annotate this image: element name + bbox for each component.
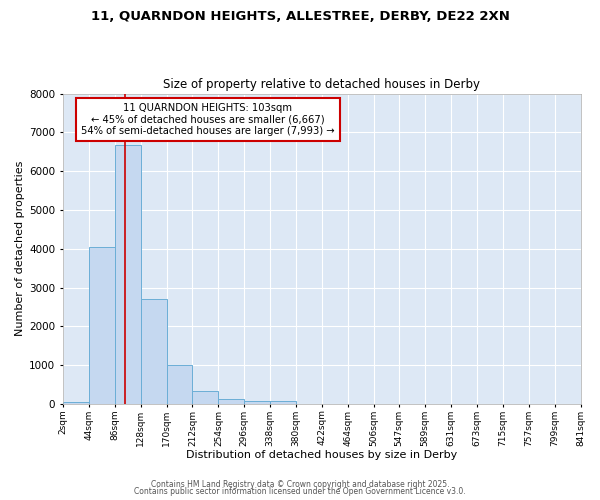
Bar <box>167 365 193 404</box>
Y-axis label: Number of detached properties: Number of detached properties <box>15 161 25 336</box>
X-axis label: Distribution of detached houses by size in Derby: Distribution of detached houses by size … <box>186 450 457 460</box>
Bar <box>270 401 296 404</box>
Text: Contains public sector information licensed under the Open Government Licence v3: Contains public sector information licen… <box>134 488 466 496</box>
Bar <box>63 402 89 404</box>
Bar <box>218 399 244 404</box>
Bar <box>193 392 218 404</box>
Bar <box>140 299 167 404</box>
Bar <box>115 146 140 404</box>
Text: Contains HM Land Registry data © Crown copyright and database right 2025.: Contains HM Land Registry data © Crown c… <box>151 480 449 489</box>
Text: 11, QUARNDON HEIGHTS, ALLESTREE, DERBY, DE22 2XN: 11, QUARNDON HEIGHTS, ALLESTREE, DERBY, … <box>91 10 509 23</box>
Text: 11 QUARNDON HEIGHTS: 103sqm
← 45% of detached houses are smaller (6,667)
54% of : 11 QUARNDON HEIGHTS: 103sqm ← 45% of det… <box>81 103 335 136</box>
Title: Size of property relative to detached houses in Derby: Size of property relative to detached ho… <box>163 78 480 91</box>
Bar <box>89 247 115 404</box>
Bar <box>244 401 270 404</box>
